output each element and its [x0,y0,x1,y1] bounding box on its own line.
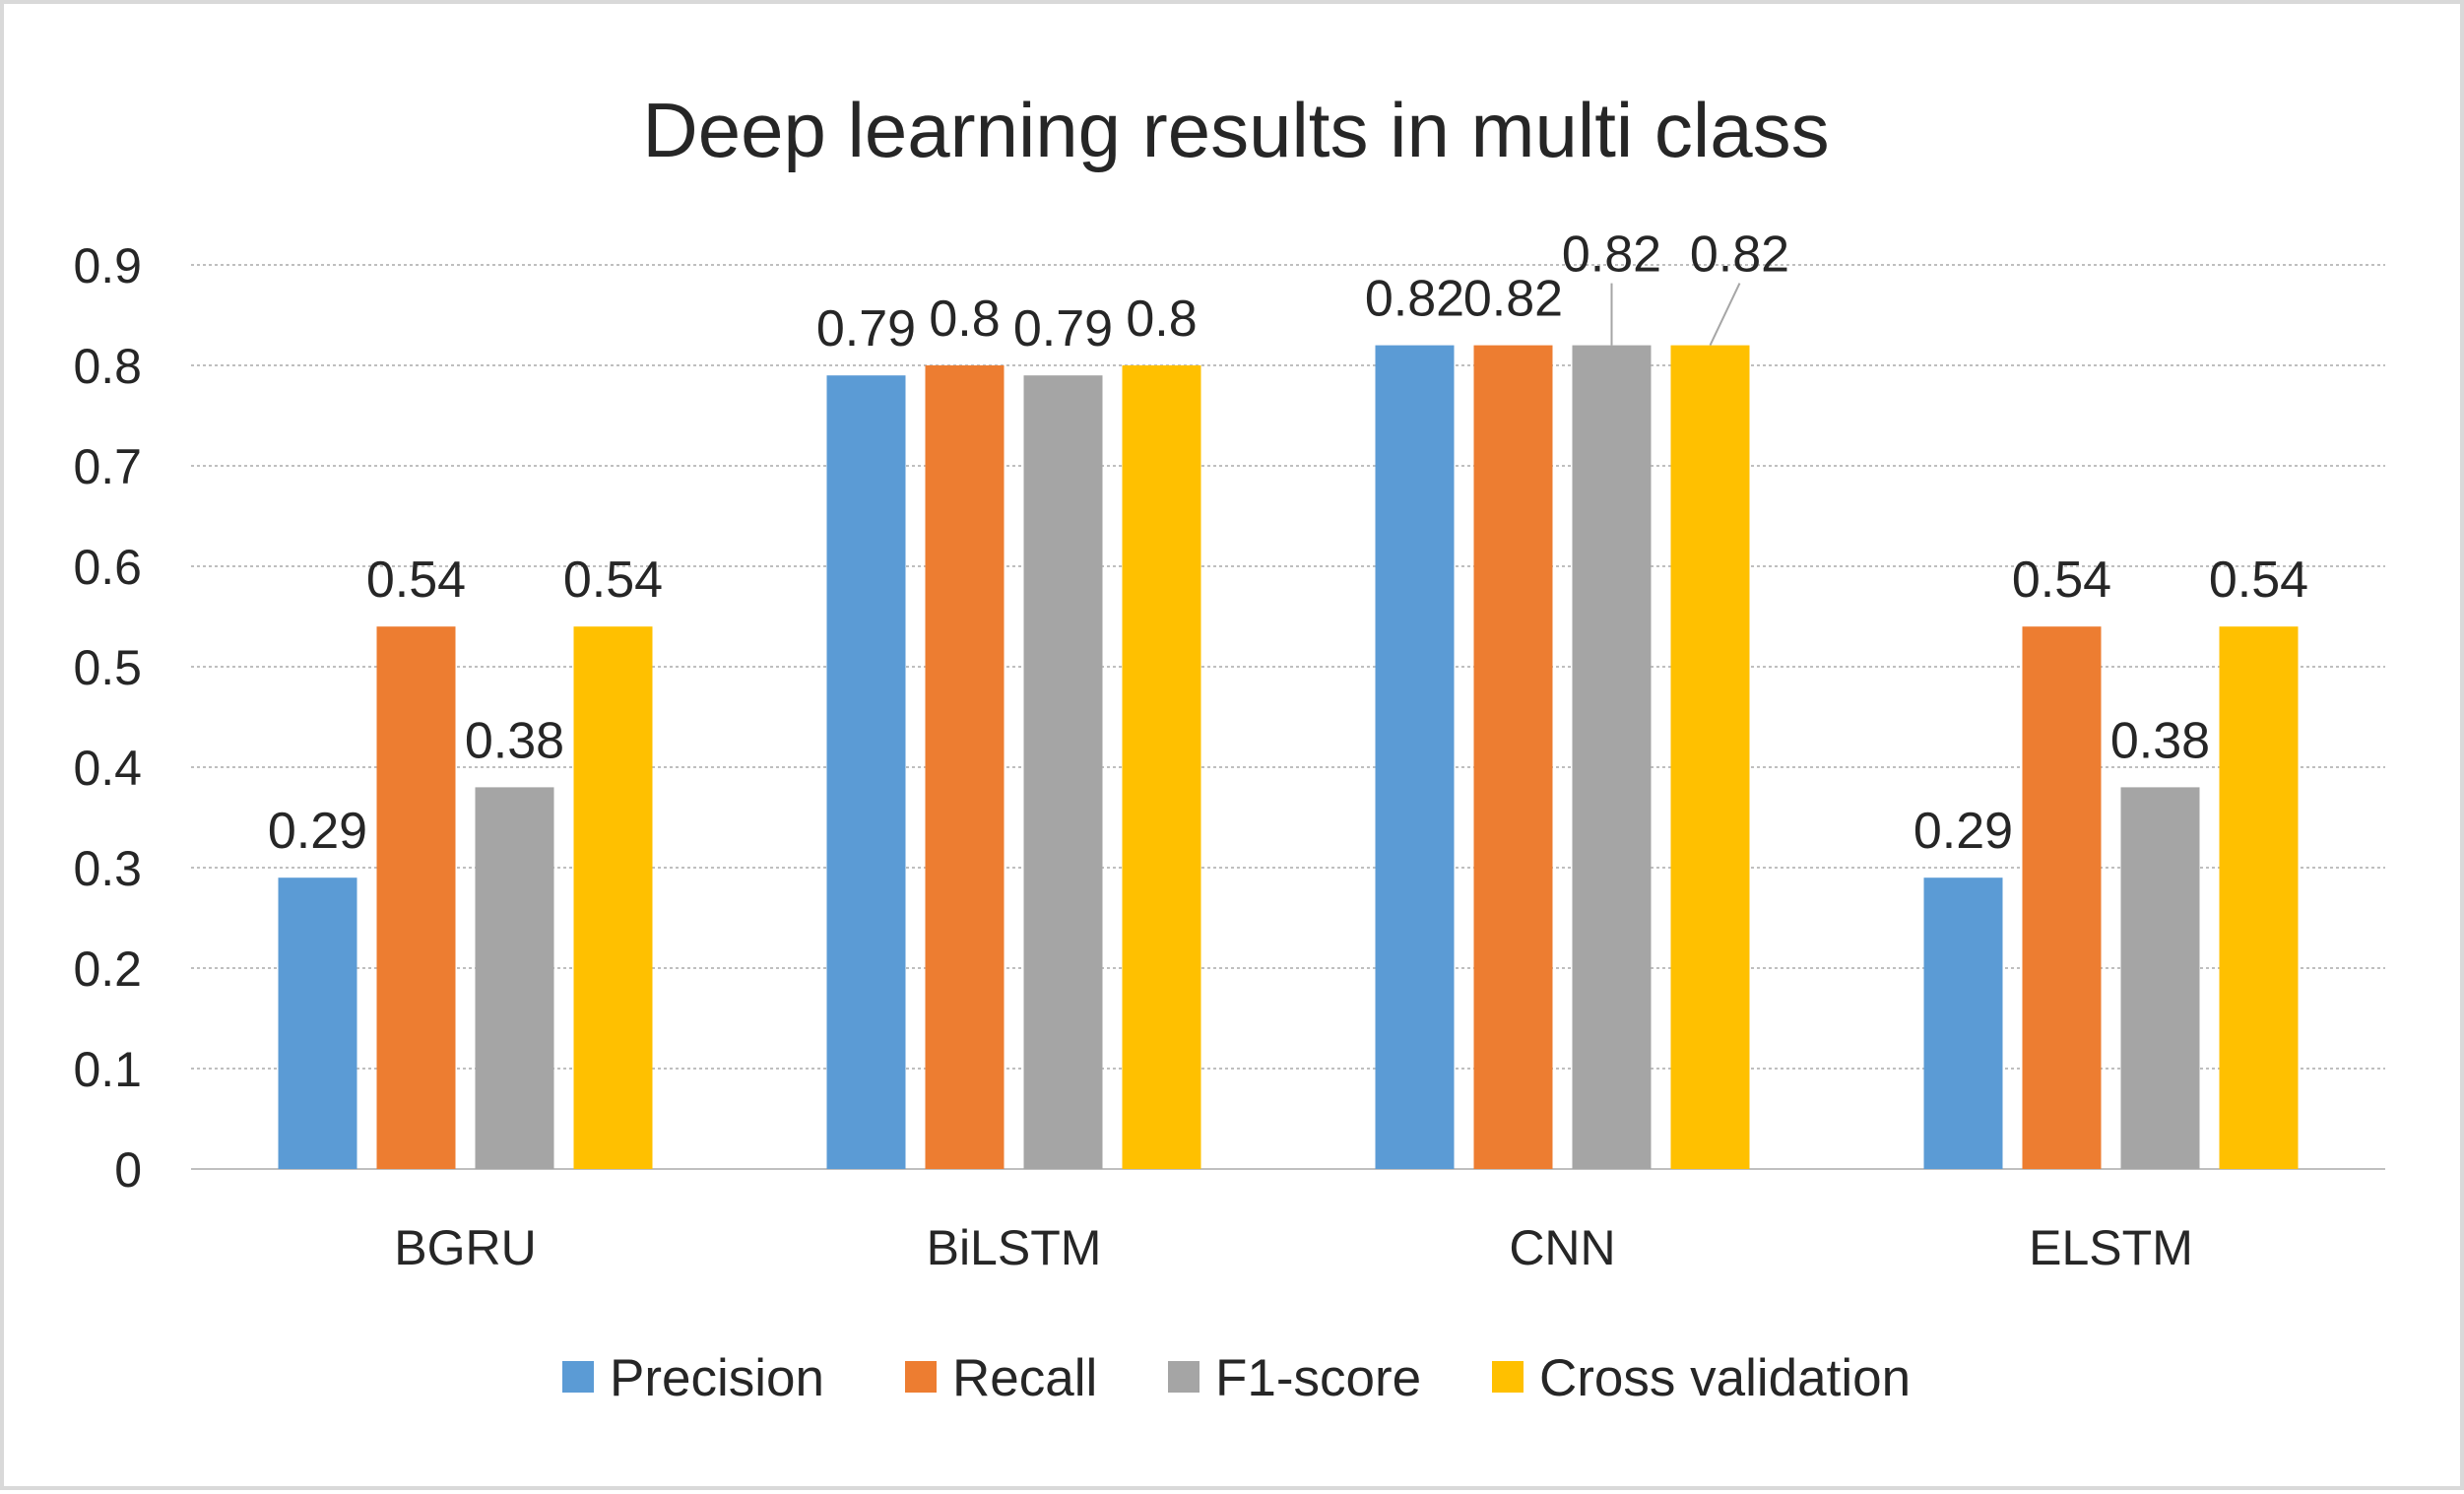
data-label: 0.54 [2209,552,2308,609]
data-label: 0.8 [1126,291,1197,348]
bar-recall-elstm [2022,626,2102,1169]
x-tick-label: ELSTM [2029,1220,2193,1275]
bar-recall-cnn [1473,345,1553,1170]
y-axis: 0 0.1 0.2 0.3 0.4 0.5 0.6 0.7 0.8 0.9 [73,238,2385,1198]
bars [278,345,2299,1170]
bar-cross-validation-bilstm [1122,365,1201,1169]
bar-f1-score-cnn [1572,345,1652,1170]
data-label: 0.82 [1690,227,1789,284]
legend: Precision Recall F1-score Cross validation [562,1349,1911,1407]
bar-cross-validation-elstm [2219,626,2299,1169]
bar-f1-score-bilstm [1023,375,1103,1169]
y-tick-label: 0.4 [73,741,142,796]
data-label: 0.54 [563,552,663,609]
bar-cross-validation-cnn [1670,345,1750,1170]
y-tick-label: 0.5 [73,640,142,695]
gridlines [191,264,2385,1070]
legend-label: F1-score [1215,1349,1421,1407]
bar-f1-score-bgru [475,787,554,1169]
data-labels: 0.290.540.380.540.79 0.8 0.79 0.8 0.820.820.… [268,227,2308,861]
bar-recall-bilstm [925,365,1005,1169]
bar-recall-bgru [376,626,456,1169]
x-tick-label: BiLSTM [927,1220,1102,1275]
y-tick-label: 0.6 [73,540,142,595]
y-tick-label: 0.1 [73,1042,142,1097]
data-label: 0.8 [929,291,1000,348]
data-label: 0.29 [1913,803,2013,860]
y-tick-label: 0.2 [73,942,142,997]
y-tick-label: 0.9 [73,238,142,293]
data-label: 0.29 [268,803,367,860]
bar-precision-cnn [1375,345,1455,1170]
bar-precision-elstm [1923,877,2003,1169]
legend-swatch-precision [562,1361,594,1393]
data-label: 0.38 [2110,712,2210,769]
legend-swatch-f1-score [1168,1361,1200,1393]
y-tick-label: 0.3 [73,841,142,896]
data-label: 0.79 [1013,300,1113,357]
x-tick-label: CNN [1509,1220,1615,1275]
data-label: 0.79 [816,300,916,357]
data-label: 0.82 [1365,271,1464,328]
x-axis: BGRU BiLSTM CNN ELSTM [394,1220,2193,1275]
chart-title: Deep learning results in multi class [642,87,1829,173]
data-label: 0.38 [465,712,564,769]
legend-label: Cross validation [1539,1349,1911,1407]
data-label: 0.54 [2012,552,2111,609]
bar-precision-bgru [278,877,357,1169]
y-tick-label: 0.8 [73,339,142,394]
legend-swatch-recall [905,1361,937,1393]
legend-label: Precision [610,1349,824,1407]
x-tick-label: BGRU [394,1220,536,1275]
data-label: 0.82 [1562,227,1661,284]
bar-f1-score-elstm [2120,787,2200,1169]
y-tick-label: 0 [114,1142,142,1198]
data-label: 0.54 [366,552,466,609]
y-tick-label: 0.7 [73,439,142,494]
bar-precision-bilstm [826,375,906,1169]
legend-label: Recall [952,1349,1097,1407]
label-leader-line [1709,283,1741,347]
data-label: 0.82 [1463,271,1563,328]
bar-cross-validation-bgru [573,626,653,1169]
bar-chart: Deep learning results in multi class 0 0.… [73,87,2385,1407]
legend-swatch-cross-validation [1492,1361,1524,1393]
